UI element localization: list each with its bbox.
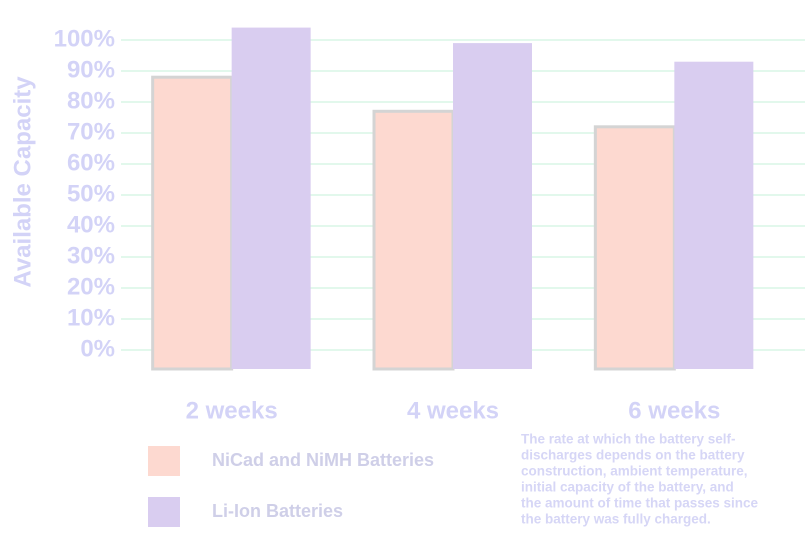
y-tick-label: 90% xyxy=(67,56,115,83)
bar xyxy=(231,27,311,369)
x-tick-label: 4 weeks xyxy=(407,397,499,424)
annotation: discharges depends on the battery xyxy=(521,448,745,463)
legend-label: NiCad and NiMH Batteries xyxy=(212,450,434,470)
annotation: the battery was fully charged. xyxy=(521,512,711,527)
y-axis-label: Available Capacity xyxy=(9,76,36,288)
y-tick-label: 30% xyxy=(67,242,115,269)
annotation: construction, ambient temperature, xyxy=(521,464,748,479)
legend-swatch xyxy=(148,446,180,476)
legend-swatch xyxy=(148,497,180,527)
y-tick-label: 10% xyxy=(67,304,115,331)
bar xyxy=(372,109,455,371)
y-tick-label: 60% xyxy=(67,149,115,176)
y-tick-label: 80% xyxy=(67,87,115,114)
x-tick-label: 6 weeks xyxy=(628,397,720,424)
y-tick-label: 40% xyxy=(67,211,115,238)
y-tick-label: 70% xyxy=(67,118,115,145)
annotation: The rate at which the battery self- xyxy=(521,432,736,447)
bar xyxy=(593,125,676,371)
x-tick-label: 2 weeks xyxy=(186,397,278,424)
y-tick-label: 20% xyxy=(67,273,115,300)
y-tick-label: 50% xyxy=(67,180,115,207)
bar xyxy=(151,75,234,371)
bar xyxy=(674,61,754,369)
annotation: initial capacity of the battery, and xyxy=(521,480,734,495)
annotation: the amount of time that passes since xyxy=(521,496,759,511)
y-tick-label: 0% xyxy=(80,335,115,362)
bar xyxy=(453,43,532,369)
legend-label: Li-Ion Batteries xyxy=(212,501,343,521)
y-tick-label: 100% xyxy=(54,25,115,52)
